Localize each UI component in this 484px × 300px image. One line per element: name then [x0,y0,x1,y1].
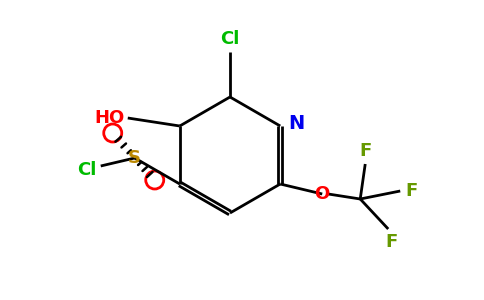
Text: F: F [405,182,418,200]
Text: N: N [288,115,304,134]
Text: Cl: Cl [77,161,97,179]
Text: S: S [128,149,141,167]
Text: F: F [385,233,397,251]
Text: F: F [359,142,371,160]
Text: O: O [315,185,330,203]
Text: Cl: Cl [220,30,240,48]
Text: HO: HO [94,109,125,127]
